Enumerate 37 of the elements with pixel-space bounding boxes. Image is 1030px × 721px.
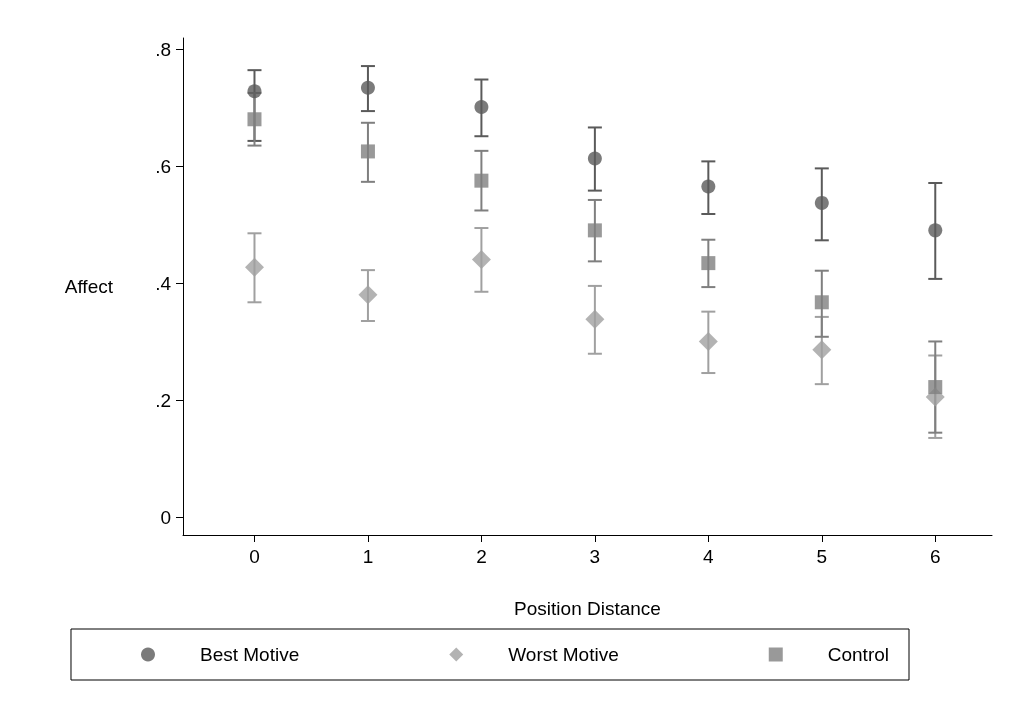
point xyxy=(701,256,716,271)
point xyxy=(474,173,489,188)
point xyxy=(247,112,262,127)
y-tick-label: .4 xyxy=(155,273,172,295)
point xyxy=(701,179,716,194)
point xyxy=(360,80,375,95)
legend-label: Worst Motive xyxy=(508,644,619,665)
point xyxy=(587,223,602,238)
y-tick-label: 0 xyxy=(160,506,171,528)
x-tick-label: 5 xyxy=(816,546,828,567)
x-axis-title: Position Distance xyxy=(514,598,661,619)
x-tick-label: 0 xyxy=(249,546,260,567)
point xyxy=(928,380,943,395)
point xyxy=(471,250,491,270)
x-tick-label: 3 xyxy=(589,546,601,567)
y-axis-title: Affect xyxy=(64,276,114,297)
legend-label: Best Motive xyxy=(200,644,300,665)
point xyxy=(587,151,602,166)
x-tick-label: 6 xyxy=(929,546,941,567)
x-tick-label: 1 xyxy=(362,546,374,567)
point xyxy=(928,223,943,238)
x-tick-label: 4 xyxy=(703,546,715,567)
point xyxy=(814,195,829,210)
point xyxy=(812,340,832,360)
point xyxy=(698,331,718,351)
point xyxy=(244,257,264,277)
y-tick-label: .6 xyxy=(155,156,171,178)
legend-label: Control xyxy=(827,644,890,665)
point xyxy=(474,100,489,114)
point xyxy=(360,144,375,159)
point xyxy=(247,84,262,99)
y-tick-label: .8 xyxy=(155,39,171,61)
y-tick-label: .2 xyxy=(155,390,171,412)
point xyxy=(358,285,378,305)
point xyxy=(814,295,829,310)
x-tick-label: 2 xyxy=(476,546,487,567)
point xyxy=(585,309,605,329)
